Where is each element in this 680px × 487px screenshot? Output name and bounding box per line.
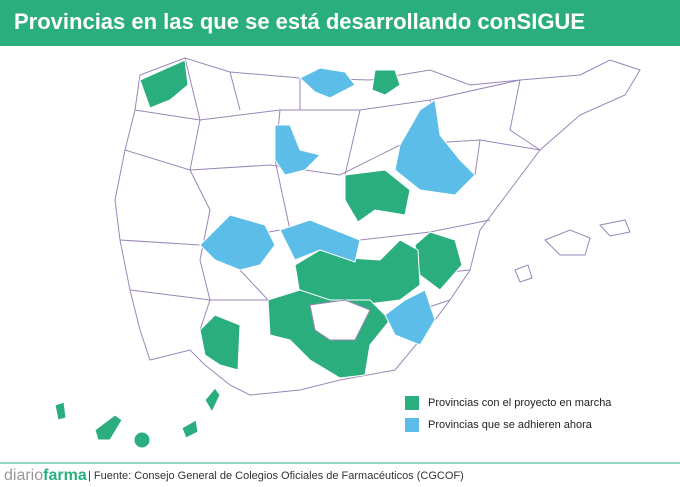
legend-label: Provincias con el proyecto en marcha xyxy=(428,397,612,409)
province xyxy=(371,69,401,96)
brand: diariofarma xyxy=(4,467,87,484)
island xyxy=(514,264,533,283)
provinces-joining xyxy=(199,67,476,346)
province xyxy=(199,314,241,371)
island xyxy=(544,229,591,256)
canary-island xyxy=(54,401,67,421)
province xyxy=(394,99,476,196)
province xyxy=(299,67,356,99)
province xyxy=(344,169,411,223)
legend-swatch xyxy=(405,418,419,432)
brand-light: diario xyxy=(4,467,43,484)
legend-swatch xyxy=(405,396,419,410)
canary-island xyxy=(94,414,123,441)
province xyxy=(414,231,463,291)
provinces-active xyxy=(54,59,463,449)
source: | Fuente: Consejo General de Colegios Of… xyxy=(88,470,464,482)
province xyxy=(199,214,276,271)
peninsula-outline xyxy=(114,57,641,396)
balearic-islands xyxy=(514,219,631,283)
brand-bold: farma xyxy=(43,467,87,484)
province xyxy=(309,299,371,341)
canary-island xyxy=(181,419,199,439)
title-bar xyxy=(0,0,680,46)
title: Provincias en las que se está desarrolla… xyxy=(14,9,585,34)
island xyxy=(599,219,631,237)
legend: Provincias con el proyecto en marcha Prov… xyxy=(405,396,612,432)
province xyxy=(384,289,436,346)
canary-island xyxy=(204,387,221,414)
province xyxy=(274,124,321,176)
legend-label: Provincias que se adhieren ahora xyxy=(428,419,593,431)
canary-island xyxy=(133,431,151,449)
province xyxy=(139,59,189,109)
map xyxy=(54,57,641,449)
province xyxy=(279,219,361,263)
